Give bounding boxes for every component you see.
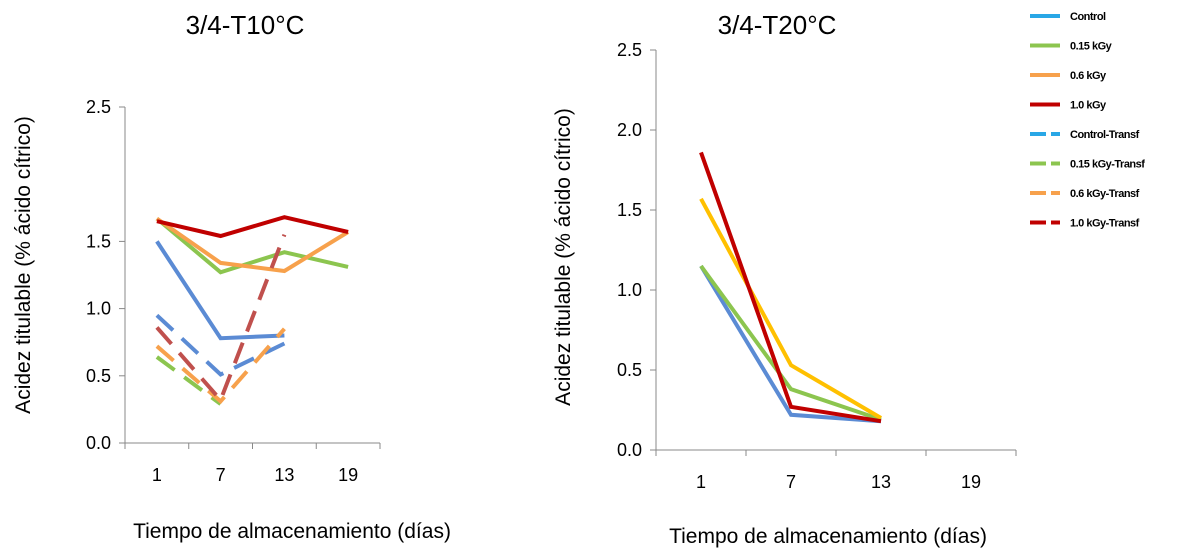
chart-left-y-tick-label: 1.0	[86, 299, 111, 319]
chart-right-series-0-6-kgy	[699, 197, 883, 420]
chart-right-xlabel: Tiempo de almacenamiento (días)	[669, 525, 987, 548]
legend-label: 1.0 kGy	[1070, 100, 1107, 112]
chart-right-x-tick-label: 7	[786, 472, 796, 492]
chart-right-x-tick-label: 1	[696, 472, 706, 492]
chart-left-y-tick-label: 0.0	[86, 433, 111, 453]
chart-left-ticks: 0.0 0.5 1.0 1.5 2.5 1 7 13 19	[86, 97, 381, 485]
chart-left-x-tick-label: 7	[216, 465, 226, 485]
chart-right-x-tick-label: 13	[871, 472, 891, 492]
legend-label: 1.0 kGy-Transf	[1070, 218, 1140, 230]
legend: Control 0.15 kGy 0.6 kGy 1.0 kGy Control-Tra…	[1030, 11, 1146, 230]
chart-right-ylabel: Acidez titulable (% ácido cítrico)	[552, 108, 575, 406]
chart-left-axes	[124, 107, 380, 444]
chart-right-series	[699, 151, 883, 424]
chart-right-ticks: 0.0 0.5 1.0 1.5 2.0 2.5 1 7 13 19	[617, 40, 1017, 492]
chart-left-series-0-6-kgy-transf	[155, 327, 286, 405]
chart-right-y-tick-label: 2.0	[617, 120, 642, 140]
chart-left-y-tick-label: 0.5	[86, 366, 111, 386]
chart-right-series-1-0-kgy	[699, 151, 882, 424]
chart-left-ylabel: Acidez titulable (% ácido cítrico)	[12, 116, 35, 414]
chart-right-title: 3/4-T20°C	[718, 10, 837, 40]
chart-right-series-0-15-kgy	[699, 264, 882, 422]
chart-right-y-tick-label: 1.5	[617, 200, 642, 220]
legend-label: 0.15 kGy-Transf	[1070, 159, 1145, 171]
chart-right-y-tick-label: 0.0	[617, 440, 642, 460]
chart-left-series-1-0-kgy	[156, 215, 349, 239]
chart-left-x-tick-label: 19	[338, 465, 358, 485]
chart-left: 3/4-T10°C Acidez titulable (% ácido cítr…	[12, 10, 451, 543]
chart-right-y-tick-label: 2.5	[617, 40, 642, 60]
legend-label: Control	[1070, 11, 1106, 23]
chart-left-series-1-0-kgy-transf	[155, 233, 287, 404]
chart-left-series-0-6-kgy	[155, 216, 350, 274]
chart-left-x-tick-label: 13	[274, 465, 294, 485]
legend-label: 0.6 kGy-Transf	[1070, 188, 1140, 200]
chart-left-x-tick-label: 1	[152, 465, 162, 485]
legend-label: 0.15 kGy	[1070, 41, 1113, 53]
chart-right: 3/4-T20°C Acidez titulable (% ácido cítr…	[552, 10, 1017, 548]
chart-left-title: 3/4-T10°C	[186, 10, 305, 40]
chart-left-y-tick-label: 2.5	[86, 97, 111, 117]
chart-left-series-control	[155, 240, 285, 341]
chart-left-series-control-transf	[155, 313, 286, 377]
chart-right-y-tick-label: 0.5	[617, 360, 642, 380]
chart-right-y-tick-label: 1.0	[617, 280, 642, 300]
legend-label: Control-Transf	[1070, 129, 1140, 141]
chart-left-series	[155, 215, 350, 406]
chart-left-xlabel: Tiempo de almacenamiento (días)	[133, 520, 451, 543]
chart-left-series-0-15-kgy	[155, 217, 349, 275]
chart-right-x-tick-label: 19	[961, 472, 981, 492]
legend-label: 0.6 kGy	[1070, 70, 1107, 82]
chart-left-y-tick-label: 1.5	[86, 231, 111, 251]
chart-left-series-0-15-kgy-transf	[155, 355, 222, 406]
chart-right-series-control	[699, 264, 882, 424]
